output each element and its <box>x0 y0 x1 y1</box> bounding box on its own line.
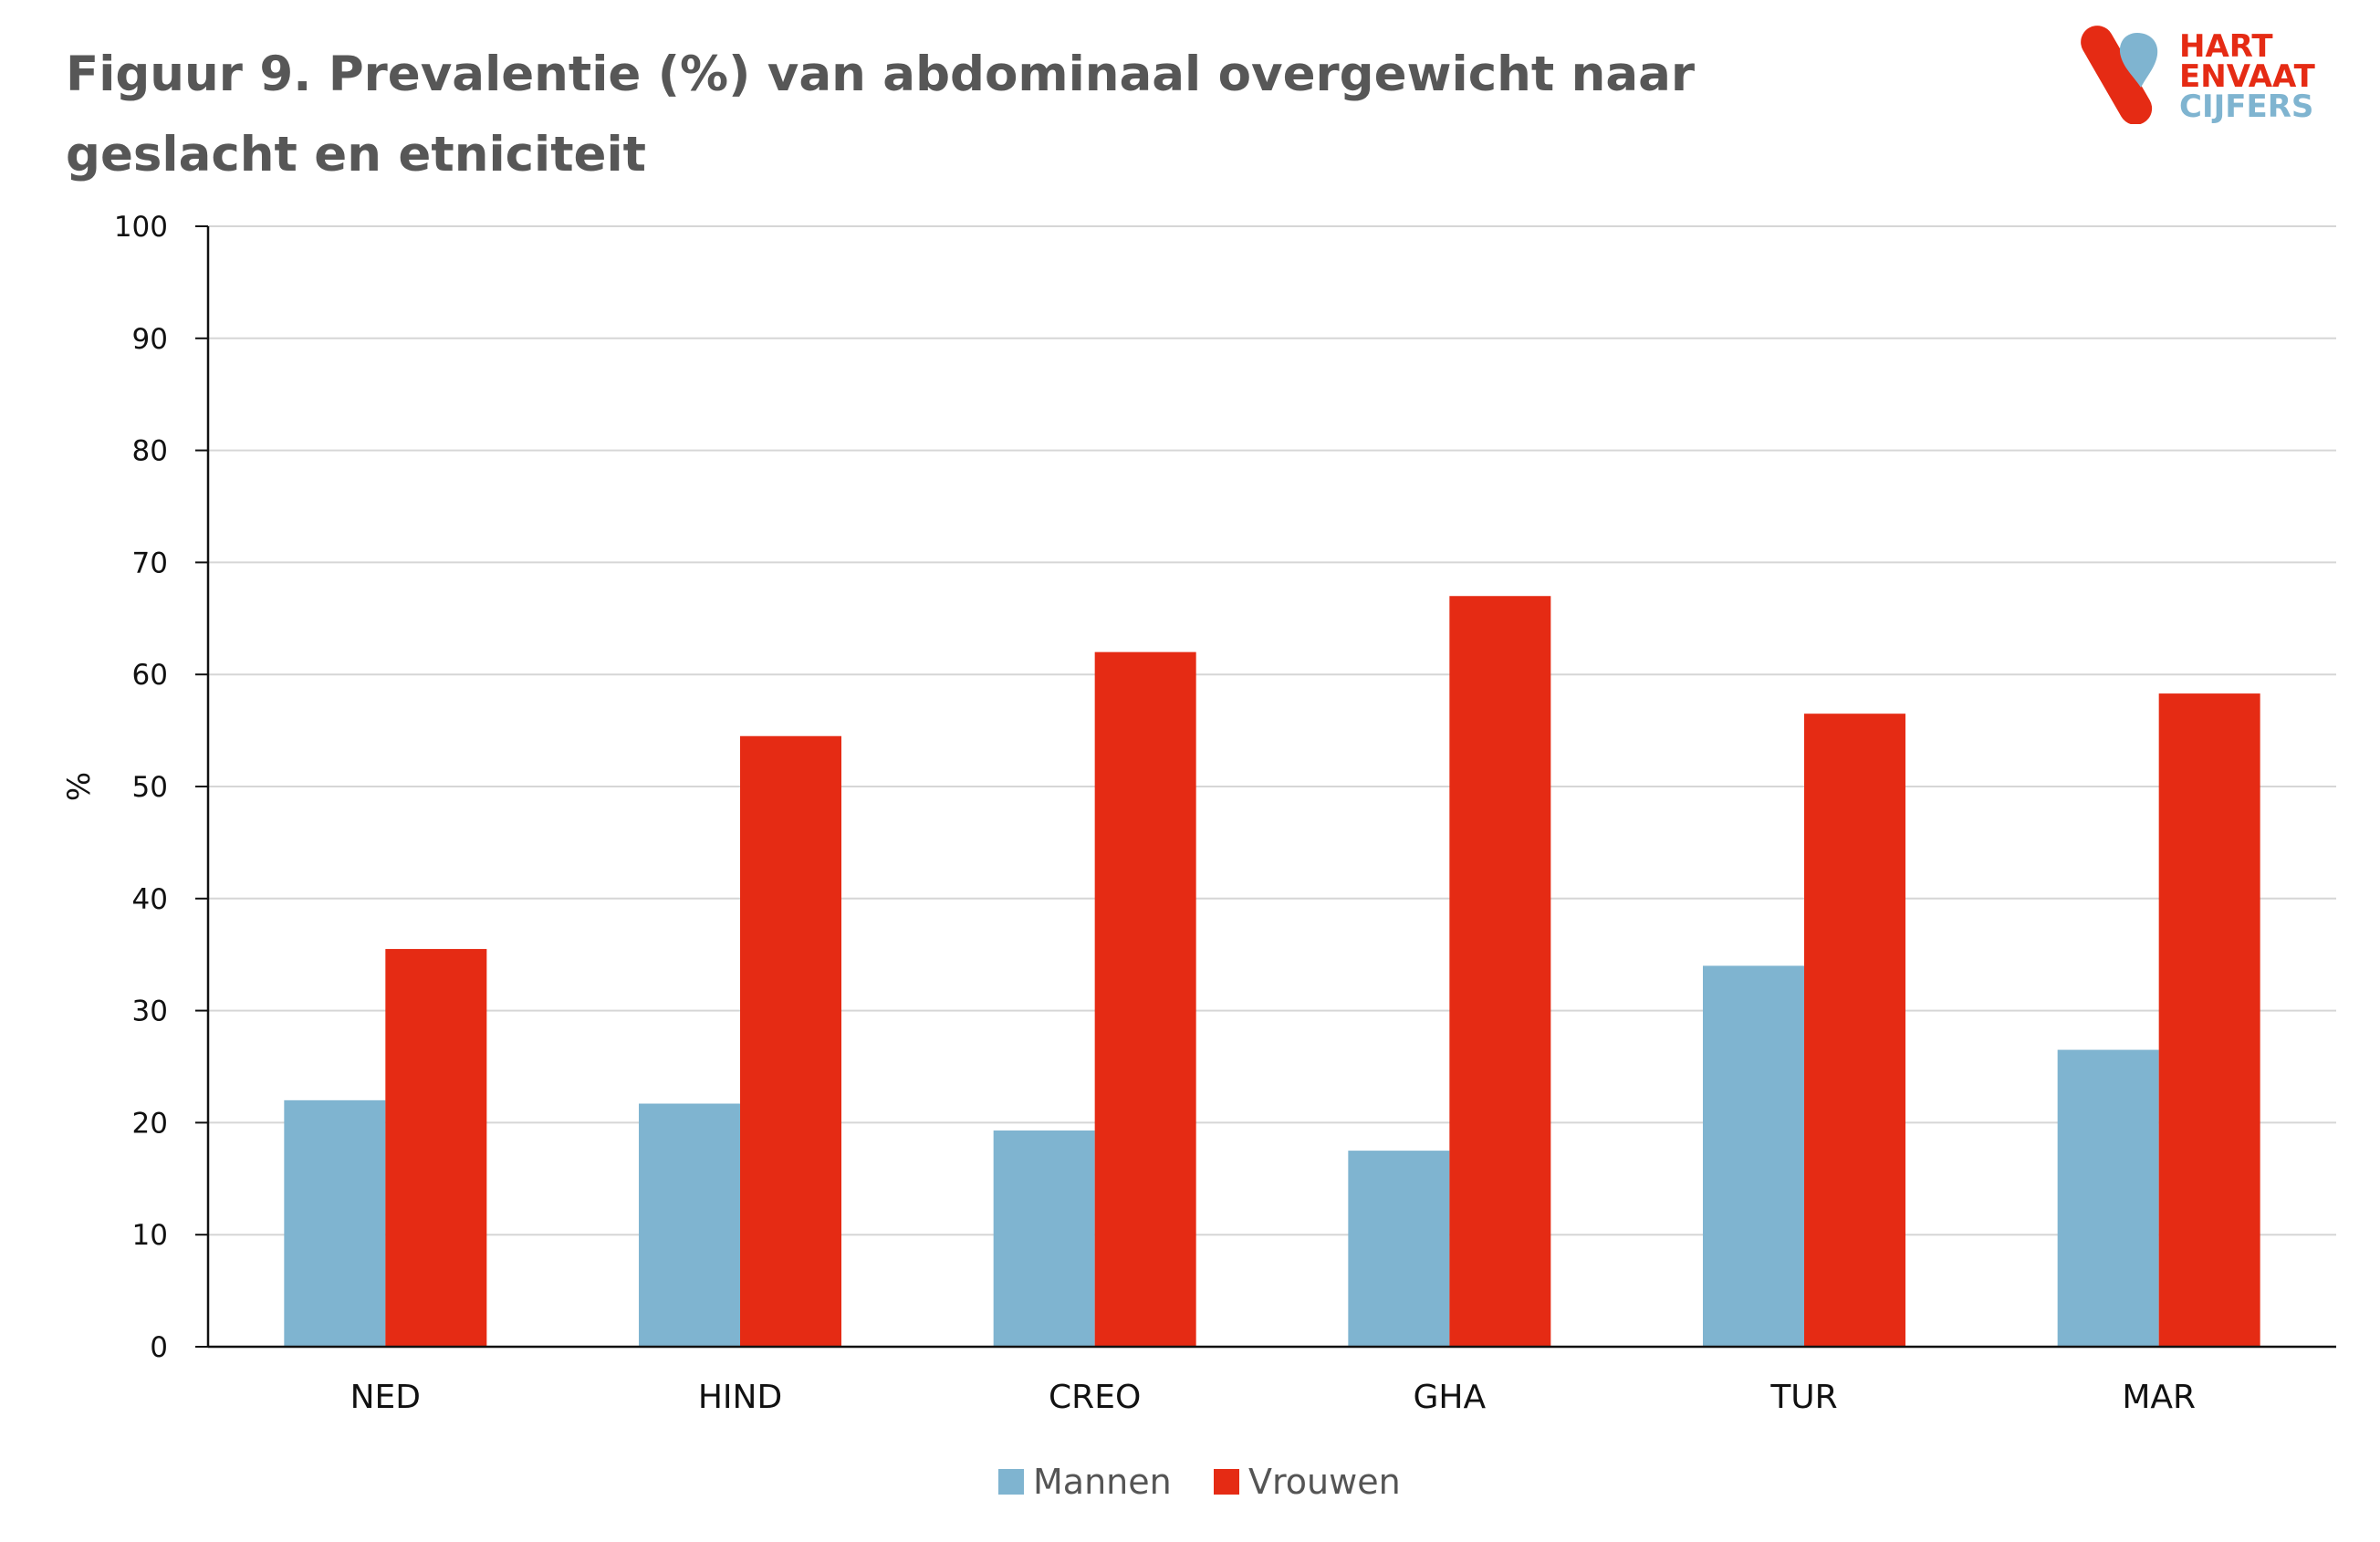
bar-vrouwen-mar <box>2158 693 2260 1347</box>
bar-vrouwen-tur <box>1804 714 1905 1347</box>
x-axis-categories: NED HIND CREO GHA TUR MAR <box>350 1379 2196 1416</box>
bar-mannen-mar <box>2057 1049 2159 1347</box>
y-tick-label-0: 0 <box>150 1331 168 1364</box>
legend: Mannen Vrouwen <box>998 1462 1401 1502</box>
logo-blue-drop <box>2119 33 2158 88</box>
y-tick-label-60: 60 <box>132 659 168 692</box>
y-tick-label-40: 40 <box>132 883 168 916</box>
y-axis-ticks: 0 10 20 30 40 50 60 70 80 90 100 <box>114 211 208 1364</box>
logo-red-bar <box>2081 26 2153 124</box>
x-category-label-mar: MAR <box>2122 1379 2196 1416</box>
logo-text-cijfers: CIJFERS <box>2179 89 2313 124</box>
bar-mannen-hind <box>639 1103 740 1347</box>
axes <box>206 226 2336 1349</box>
bars <box>284 596 2260 1347</box>
logo-text-vaat: VAAT <box>2227 58 2316 95</box>
legend-label-vrouwen: Vrouwen <box>1248 1462 1401 1502</box>
x-category-label-ned: NED <box>350 1379 421 1416</box>
logo-text-envaat: ENVAAT <box>2179 58 2316 95</box>
logo-text-hart: HART <box>2179 28 2273 65</box>
x-category-label-hind: HIND <box>698 1379 782 1416</box>
bar-mannen-tur <box>1703 965 1804 1347</box>
legend-swatch-mannen <box>998 1469 1024 1495</box>
legend-swatch-vrouwen <box>1214 1469 1239 1495</box>
x-category-label-gha: GHA <box>1414 1379 1487 1416</box>
gridlines <box>208 225 2336 1236</box>
legend-label-mannen: Mannen <box>1033 1462 1172 1502</box>
y-axis-label: % <box>61 772 98 801</box>
x-category-label-creo: CREO <box>1049 1379 1141 1416</box>
logo-text-en: EN <box>2179 58 2227 95</box>
bar-mannen-ned <box>284 1099 386 1347</box>
bar-vrouwen-gha <box>1449 596 1551 1347</box>
y-tick-label-30: 30 <box>132 995 168 1028</box>
y-tick-label-70: 70 <box>132 547 168 579</box>
bar-vrouwen-creo <box>1094 651 1196 1347</box>
bar-mannen-gha <box>1348 1151 1450 1347</box>
chart-title: Figuur 9. Prevalentie (%) van abdominaal… <box>66 47 1696 182</box>
y-tick-label-10: 10 <box>132 1219 168 1252</box>
y-tick-label-90: 90 <box>132 323 168 356</box>
y-tick-label-100: 100 <box>114 211 168 244</box>
bar-mannen-creo <box>993 1130 1095 1347</box>
hart-en-vaat-cijfers-logo: HART ENVAAT CIJFERS <box>2081 26 2316 124</box>
y-tick-label-80: 80 <box>132 435 168 468</box>
bar-vrouwen-ned <box>385 949 487 1347</box>
bar-vrouwen-hind <box>740 735 841 1347</box>
y-tick-label-50: 50 <box>132 771 168 804</box>
y-tick-label-20: 20 <box>132 1107 168 1140</box>
x-category-label-tur: TUR <box>1769 1379 1837 1416</box>
